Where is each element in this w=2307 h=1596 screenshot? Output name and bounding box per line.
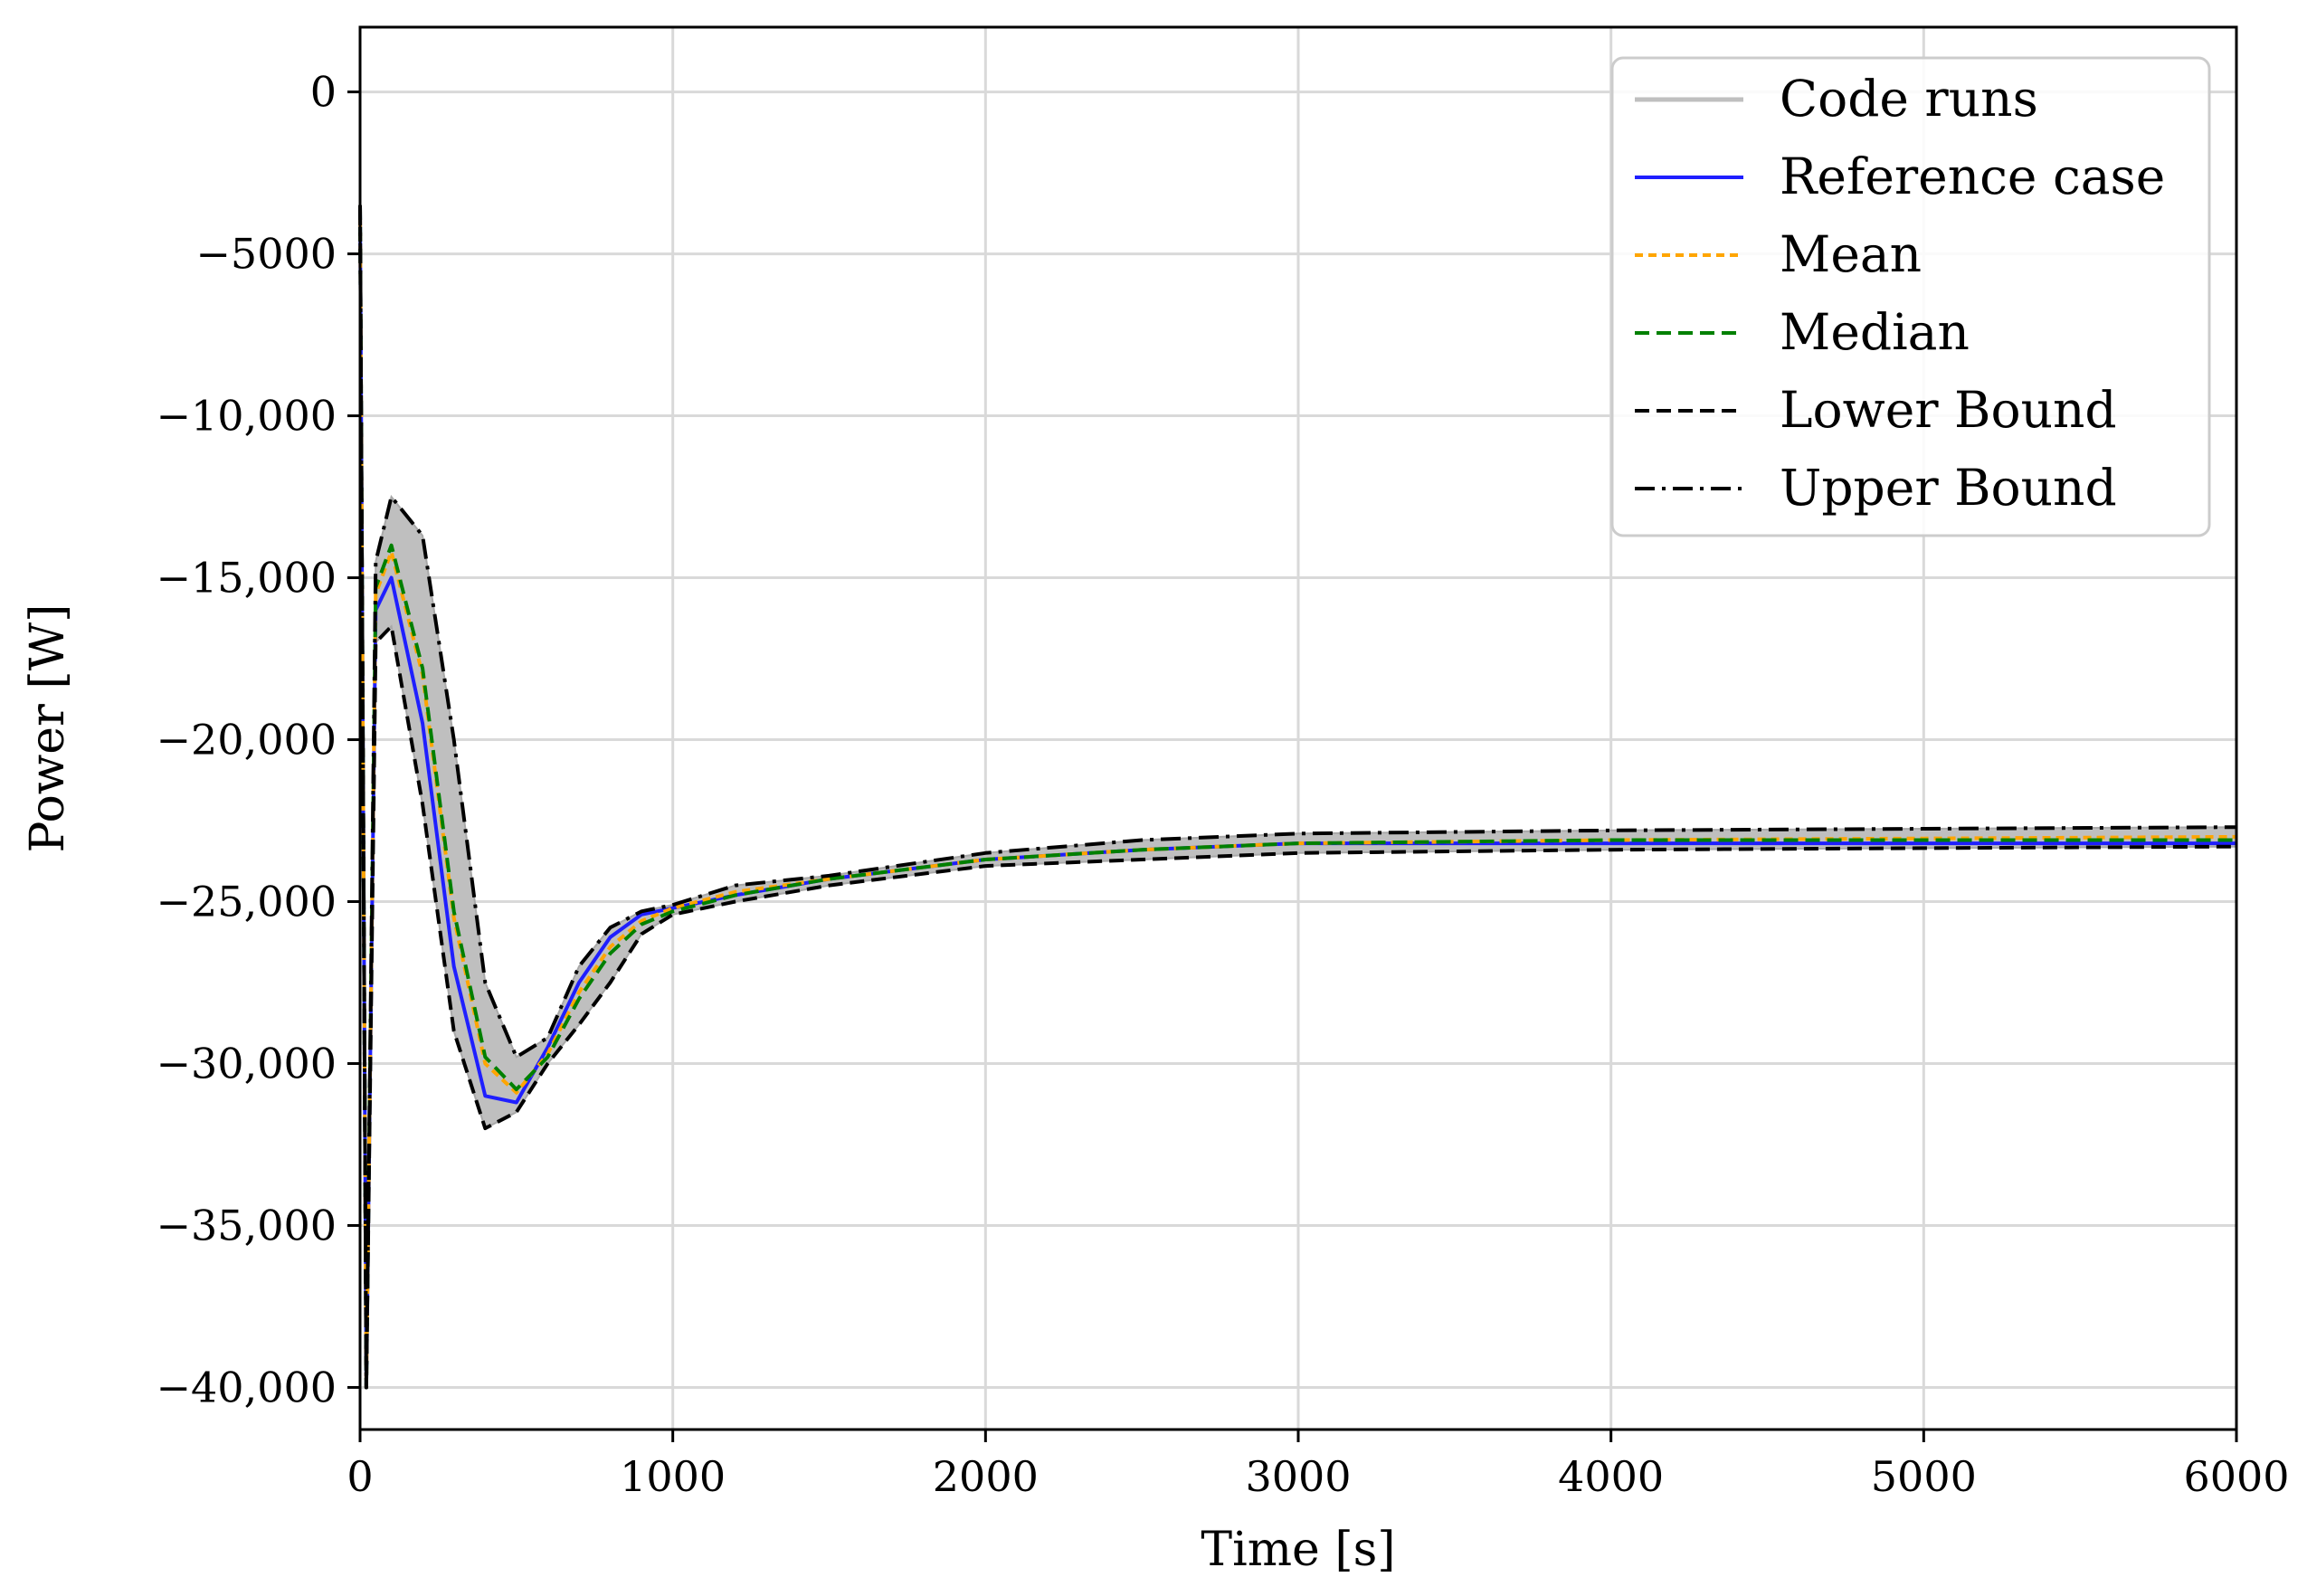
legend-label: Mean [1780, 225, 1922, 283]
y-tick-label: −10,000 [157, 392, 337, 441]
legend-label: Upper Bound [1780, 459, 2117, 517]
x-tick-label: 2000 [933, 1452, 1039, 1501]
x-tick-label: 5000 [1871, 1452, 1977, 1501]
legend-box [1610, 56, 2211, 537]
legend-label: Reference case [1780, 147, 2165, 205]
y-tick-label: 0 [310, 68, 337, 117]
series-line-lower-bound [358, 204, 2237, 1390]
legend-label: Lower Bound [1780, 381, 2117, 439]
y-tick-label: −5000 [195, 230, 337, 279]
y-axis-label: Power [W] [21, 604, 75, 853]
x-tick-label: 4000 [1558, 1452, 1664, 1501]
legend: Code runs Reference case Mean Median Lower B… [1610, 56, 2211, 537]
plot-area [358, 204, 2237, 1390]
x-tick-label: 1000 [620, 1452, 726, 1501]
x-tick-label: 0 [347, 1452, 373, 1501]
x-tick-label: 6000 [2183, 1452, 2289, 1501]
series-line-upper-bound [358, 204, 2237, 1390]
series-line-median [358, 204, 2236, 1390]
y-tick-label: −35,000 [157, 1201, 337, 1249]
y-tick-label: −15,000 [157, 554, 337, 603]
y-tick-label: −25,000 [157, 878, 337, 926]
legend-label: Median [1780, 303, 1970, 361]
ticks: 0 1000 2000 3000 4000 5000 6000 0 −5000 −10,000 −1… [157, 68, 2290, 1501]
x-axis-label: Time [s] [1201, 1523, 1395, 1577]
y-tick-label: −30,000 [157, 1039, 337, 1088]
x-tick-label: 3000 [1245, 1452, 1351, 1501]
y-tick-label: −40,000 [157, 1363, 337, 1411]
legend-label: Code runs [1780, 70, 2038, 128]
y-tick-label: −20,000 [157, 716, 337, 765]
